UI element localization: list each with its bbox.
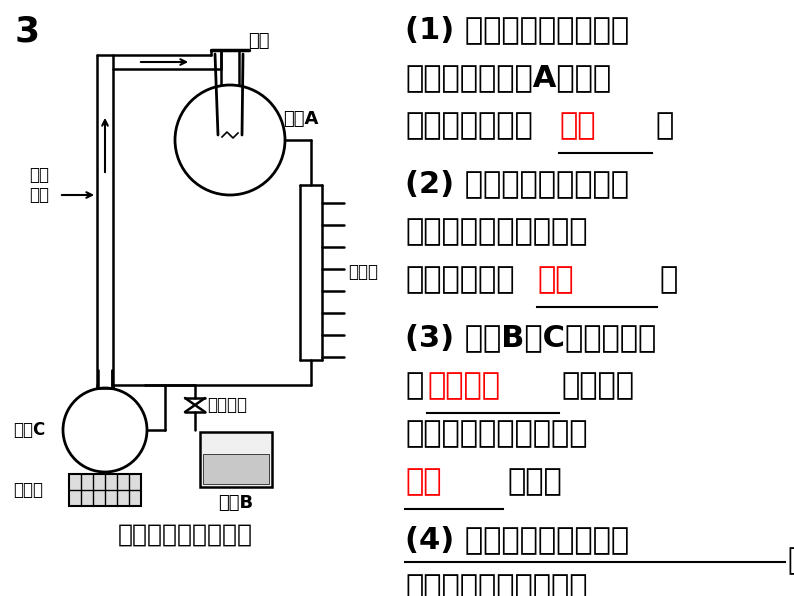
Text: 冷凝器: 冷凝器 bbox=[348, 263, 378, 281]
Text: 加热器: 加热器 bbox=[13, 481, 43, 499]
Text: 降雨: 降雨 bbox=[405, 467, 441, 496]
Text: 电极: 电极 bbox=[248, 32, 269, 50]
Text: 为该实验提供: 为该实验提供 bbox=[405, 265, 515, 294]
Text: 火花放电的主要目的是: 火花放电的主要目的是 bbox=[405, 217, 588, 246]
Text: (4) 米勒实验证明了生命: (4) 米勒实验证明了生命 bbox=[405, 525, 629, 554]
Text: 成分相比，装置A中不含: 成分相比，装置A中不含 bbox=[405, 63, 611, 92]
Text: 是: 是 bbox=[405, 371, 423, 400]
Text: 能量: 能量 bbox=[537, 265, 573, 294]
Text: 。: 。 bbox=[787, 546, 794, 575]
Text: 取样活塞: 取样活塞 bbox=[207, 396, 247, 414]
Text: 起源过程中的哪一阶段: 起源过程中的哪一阶段 bbox=[405, 573, 588, 596]
Text: 。: 。 bbox=[655, 111, 673, 140]
Bar bbox=[203, 454, 269, 484]
Text: 氧气: 氧气 bbox=[559, 111, 596, 140]
Text: 注入
气体: 注入 气体 bbox=[29, 166, 49, 204]
Text: 有的气体成分是: 有的气体成分是 bbox=[405, 111, 533, 140]
Text: (3) 装置B、C模拟的环境: (3) 装置B、C模拟的环境 bbox=[405, 323, 657, 352]
Text: 装置B: 装置B bbox=[218, 494, 253, 512]
Text: (1) 与现在地球上的大气: (1) 与现在地球上的大气 bbox=[405, 15, 629, 44]
Text: 原始海洋: 原始海洋 bbox=[427, 371, 500, 400]
Text: (2) 在米勒实验过程中，: (2) 在米勒实验过程中， bbox=[405, 169, 629, 198]
Text: 装置C: 装置C bbox=[13, 421, 45, 439]
Text: 模拟原始地球条件下的: 模拟原始地球条件下的 bbox=[405, 419, 588, 448]
Bar bbox=[69, 474, 141, 506]
Text: 米勒实验装置示意图: 米勒实验装置示意图 bbox=[118, 523, 252, 547]
Text: 装置A: 装置A bbox=[283, 110, 318, 128]
Text: 。: 。 bbox=[659, 265, 677, 294]
Text: 3: 3 bbox=[15, 15, 40, 49]
Text: ，冷凝器: ，冷凝器 bbox=[561, 371, 634, 400]
Text: 过程。: 过程。 bbox=[507, 467, 561, 496]
Bar bbox=[200, 432, 272, 487]
